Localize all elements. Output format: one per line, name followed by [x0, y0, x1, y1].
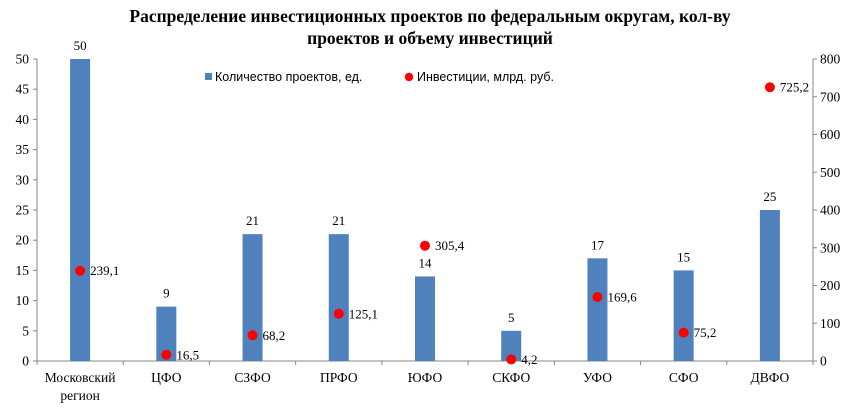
category-label: ДВФО	[750, 370, 789, 385]
investment-value-label: 4,2	[521, 352, 537, 367]
y-left-tick-label: 50	[16, 52, 30, 67]
y-right-tick-label: 100	[820, 316, 841, 331]
category-label: ЦФО	[151, 370, 182, 385]
investment-point	[247, 330, 258, 341]
y-right-tick-label: 200	[820, 278, 841, 293]
investment-point	[75, 265, 86, 276]
category-label: ПРФО	[320, 370, 358, 385]
bar	[501, 330, 522, 361]
investment-value-label: 68,2	[263, 328, 286, 343]
bar-value-labels: 50 9 21 21 14 5 17 15 25	[74, 38, 777, 325]
y-right-tick-label: 400	[820, 203, 841, 218]
y-left-tick-label: 20	[16, 233, 30, 248]
y-right-tick-label: 800	[820, 52, 841, 67]
investment-point	[592, 291, 603, 302]
investment-value-label: 75,2	[694, 325, 717, 340]
bar-value-label: 50	[74, 38, 87, 53]
investment-point	[420, 240, 430, 251]
bar-series	[70, 59, 780, 361]
bar-value-label: 17	[591, 237, 605, 252]
y-right-tick-label: 0	[820, 354, 827, 369]
investment-value-label: 16,5	[176, 347, 199, 362]
category-label: СКФО	[492, 370, 530, 385]
y-left-tick-label: 0	[22, 354, 29, 369]
bar-value-label: 5	[508, 310, 515, 325]
bar	[587, 258, 608, 361]
investment-value-label: 239,1	[90, 263, 119, 278]
bar	[156, 306, 177, 361]
legend-swatch-projects	[205, 73, 212, 80]
investment-point	[678, 327, 689, 338]
y-left-tick-label: 5	[22, 323, 29, 338]
category-label: регион	[60, 388, 99, 403]
bar-value-label: 25	[763, 189, 776, 204]
category-label: Московский	[45, 370, 116, 385]
investment-point	[764, 82, 775, 93]
chart-title-line-2: проектов и объему инвестиций	[307, 28, 553, 48]
legend-label-investments: Инвестиции, млрд. руб.	[417, 70, 554, 84]
y-right-tick-label: 600	[820, 127, 841, 142]
legend-label-projects: Количество проектов, ед.	[215, 70, 362, 84]
y-left-tick-label: 10	[16, 293, 30, 308]
chart-title: Распределение инвестиционных проектов по…	[129, 6, 730, 48]
bar-value-label: 21	[246, 213, 259, 228]
investment-value-label: 305,4	[435, 238, 465, 253]
bar	[70, 59, 91, 361]
chart-title-line-1: Распределение инвестиционных проектов по…	[129, 6, 730, 26]
y-left-tick-label: 25	[16, 203, 30, 218]
category-label: СЗФО	[234, 370, 271, 385]
y-left-tick-label: 45	[16, 82, 30, 97]
y-left-tick-label: 30	[16, 172, 30, 187]
investment-series	[75, 82, 775, 365]
bar-value-label: 9	[163, 286, 170, 301]
y-right-tick-label: 500	[820, 165, 841, 180]
investment-value-labels: 239,1 16,5 68,2 125,1 305,4 4,2 169,6 75,2 725,2	[90, 80, 809, 367]
bar	[759, 210, 780, 361]
y-right-tick-label: 300	[820, 240, 841, 255]
category-label: ЮФО	[408, 370, 443, 385]
bar	[328, 234, 349, 361]
category-labels: Московский регион ЦФО СЗФО ПРФО ЮФО СКФО УФО СФО…	[45, 370, 790, 403]
y-left-tick-label: 15	[16, 263, 30, 278]
bar-value-label: 15	[677, 249, 690, 264]
legend: Количество проектов, ед. Инвестиции, млр…	[205, 70, 554, 84]
y-right-tick-label: 700	[820, 89, 841, 104]
bar-value-label: 21	[332, 213, 345, 228]
investment-point	[506, 354, 517, 365]
investment-value-label: 725,2	[780, 80, 809, 95]
category-label: СФО	[669, 370, 699, 385]
investment-value-label: 125,1	[349, 306, 378, 321]
category-label: УФО	[583, 370, 612, 385]
bar-value-label: 14	[419, 255, 433, 270]
y-left-tick-label: 35	[16, 142, 30, 157]
investment-point	[333, 308, 344, 319]
investment-value-label: 169,6	[607, 289, 637, 304]
legend-marker-investments	[404, 72, 414, 82]
bar	[242, 234, 263, 361]
bar	[673, 270, 694, 361]
y-left-tick-label: 40	[16, 112, 30, 127]
investment-point	[161, 349, 172, 360]
bar	[415, 276, 435, 361]
